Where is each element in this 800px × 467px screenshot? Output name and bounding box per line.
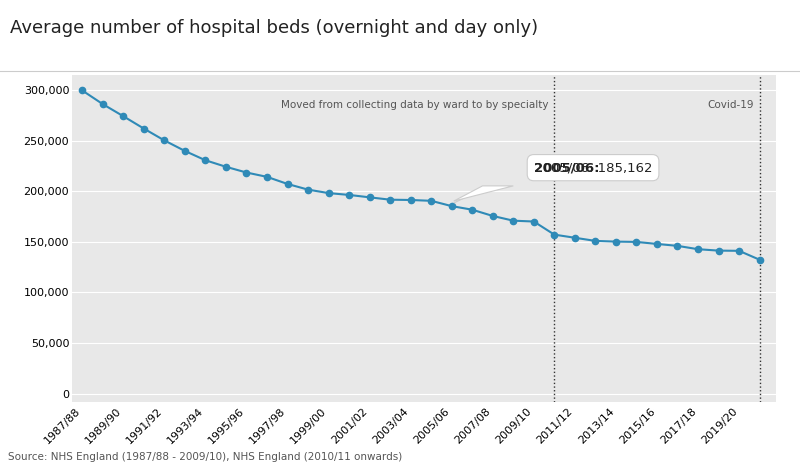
Text: 2005/06:: 2005/06: (534, 161, 599, 174)
Text: Covid-19: Covid-19 (707, 100, 754, 110)
Polygon shape (454, 186, 514, 201)
Text: Source: NHS England (1987/88 - 2009/10), NHS England (2010/11 onwards): Source: NHS England (1987/88 - 2009/10),… (8, 453, 402, 462)
Text: Moved from collecting data by ward to by specialty: Moved from collecting data by ward to by… (281, 100, 548, 110)
Text: 2005/06: 185,162: 2005/06: 185,162 (534, 161, 652, 174)
Text: Average number of hospital beds (overnight and day only): Average number of hospital beds (overnig… (10, 19, 538, 37)
